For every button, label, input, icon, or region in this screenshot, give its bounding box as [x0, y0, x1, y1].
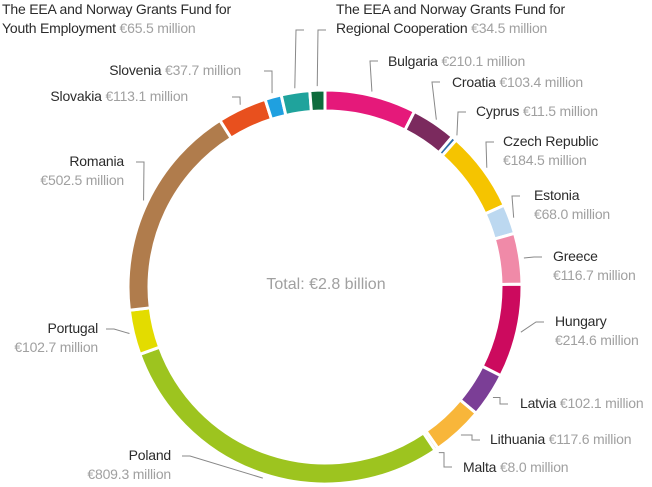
donut-segment	[308, 88, 327, 114]
segment-label: Slovenia €37.7 million	[40, 61, 241, 80]
segment-label: Cyprus €11.5 million	[476, 102, 651, 121]
donut-segment	[440, 137, 507, 216]
category-name: Lithuania	[490, 431, 546, 447]
donut-segment	[323, 88, 417, 133]
segment-label: Hungary €214.6 million	[555, 312, 652, 350]
category-name: Hungary	[555, 313, 607, 329]
value-label: €809.3 million	[87, 466, 171, 482]
donut-segment	[127, 306, 162, 357]
value-label: €214.6 million	[555, 332, 639, 348]
segment-label: Romania €502.5 million	[0, 152, 124, 190]
value-label: €11.5 million	[522, 103, 598, 119]
value-label: €117.6 million	[548, 431, 632, 447]
segment-label: Czech Republic €184.5 million	[503, 132, 643, 170]
category-name: Romania	[69, 153, 124, 169]
segment-label: Portugal €102.7 million	[0, 319, 98, 357]
value-label: €103.4 million	[499, 74, 584, 90]
donut-segment	[480, 282, 524, 378]
leader-line	[369, 60, 378, 92]
segment-label: Malta €8.0 million	[463, 458, 623, 477]
leader-line	[460, 434, 480, 441]
value-label: €210.1 million	[441, 53, 526, 69]
value-label: €102.7 million	[14, 339, 98, 355]
category-name: Slovakia	[50, 88, 102, 104]
category-name: The EEA and Norway Grants Fund for Youth…	[2, 1, 231, 36]
category-name: Portugal	[47, 320, 98, 336]
value-label: €8.0 million	[499, 459, 569, 475]
value-label: €184.5 million	[503, 152, 587, 168]
value-label: €37.7 million	[165, 62, 241, 78]
leader-line	[492, 396, 508, 405]
value-label: €102.1 million	[559, 395, 644, 411]
category-name: Croatia	[452, 74, 496, 90]
donut-segment	[279, 88, 314, 118]
leader-line	[136, 161, 145, 201]
leader-line	[431, 81, 440, 120]
category-name: Malta	[463, 459, 497, 475]
category-name: Cyprus	[476, 103, 520, 119]
category-name: Estonia	[534, 187, 580, 203]
leader-line	[511, 195, 520, 218]
donut-segment	[217, 97, 274, 141]
leader-line	[264, 70, 273, 94]
value-label: €68.0 million	[534, 206, 610, 222]
leader-line	[523, 256, 542, 259]
leader-line	[438, 452, 452, 468]
segment-label: Estonia €68.0 million	[534, 186, 644, 224]
category-name: Czech Republic	[503, 133, 599, 149]
leader-line	[232, 96, 241, 105]
value-label: €113.1 million	[105, 88, 188, 104]
donut-segment	[492, 231, 524, 287]
donut-segment	[137, 345, 438, 486]
segment-label: Greece €116.7 million	[553, 247, 652, 285]
segment-label: Bulgaria €210.1 million	[388, 52, 588, 71]
segment-label: Croatia €103.4 million	[452, 73, 652, 92]
category-name: The EEA and Norway Grants Fund for Regio…	[336, 1, 565, 36]
category-name: Bulgaria	[388, 53, 438, 69]
leader-line	[182, 455, 263, 479]
segment-label: The EEA and Norway Grants Fund for Youth…	[2, 0, 250, 38]
segment-label: Latvia €102.1 million	[520, 394, 652, 413]
segment-label: Poland €809.3 million	[21, 446, 171, 484]
segment-label: The EEA and Norway Grants Fund for Regio…	[336, 0, 606, 38]
total-label: Total: €2.8 billion	[266, 276, 386, 293]
category-name: Latvia	[520, 395, 557, 411]
value-label: €65.5 million	[119, 20, 196, 36]
category-name: Slovenia	[109, 62, 162, 78]
category-name: Greece	[553, 248, 598, 264]
leader-line	[316, 29, 326, 87]
segment-label: Slovakia €113.1 million	[0, 87, 188, 106]
leader-line	[520, 321, 544, 333]
leader-line	[456, 111, 466, 136]
leader-line	[294, 29, 304, 89]
leader-line	[106, 328, 130, 335]
segment-label: Lithuania €117.6 million	[490, 430, 650, 449]
leader-line	[485, 141, 494, 168]
value-label: €116.7 million	[553, 267, 636, 283]
value-label: €34.5 million	[471, 20, 548, 36]
category-name: Poland	[128, 447, 172, 463]
donut-segment	[126, 118, 234, 312]
value-label: €502.5 million	[40, 172, 124, 188]
